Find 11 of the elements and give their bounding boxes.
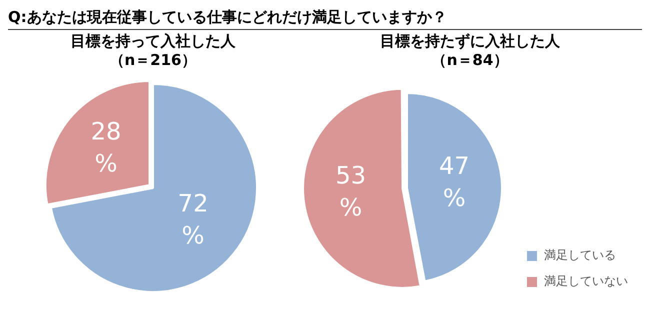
legend-label: 満足していない bbox=[544, 274, 628, 288]
data-label: 53% bbox=[335, 162, 366, 222]
chart-subtitle: （n＝84） bbox=[430, 51, 510, 70]
chart-subtitle: （n＝216） bbox=[108, 51, 198, 70]
text: Q:あなたは現在従事している仕事にどれだけ満足していますか？ bbox=[8, 8, 642, 30]
legend-label: 満足している bbox=[544, 248, 616, 262]
chart-title: 目標を持って入社した人 bbox=[70, 32, 236, 51]
chart-title: 目標を持たずに入社した人 bbox=[379, 32, 561, 51]
data-label: 28% bbox=[90, 117, 122, 178]
data-label: 72% bbox=[178, 189, 208, 250]
data-label: 47% bbox=[439, 152, 470, 212]
